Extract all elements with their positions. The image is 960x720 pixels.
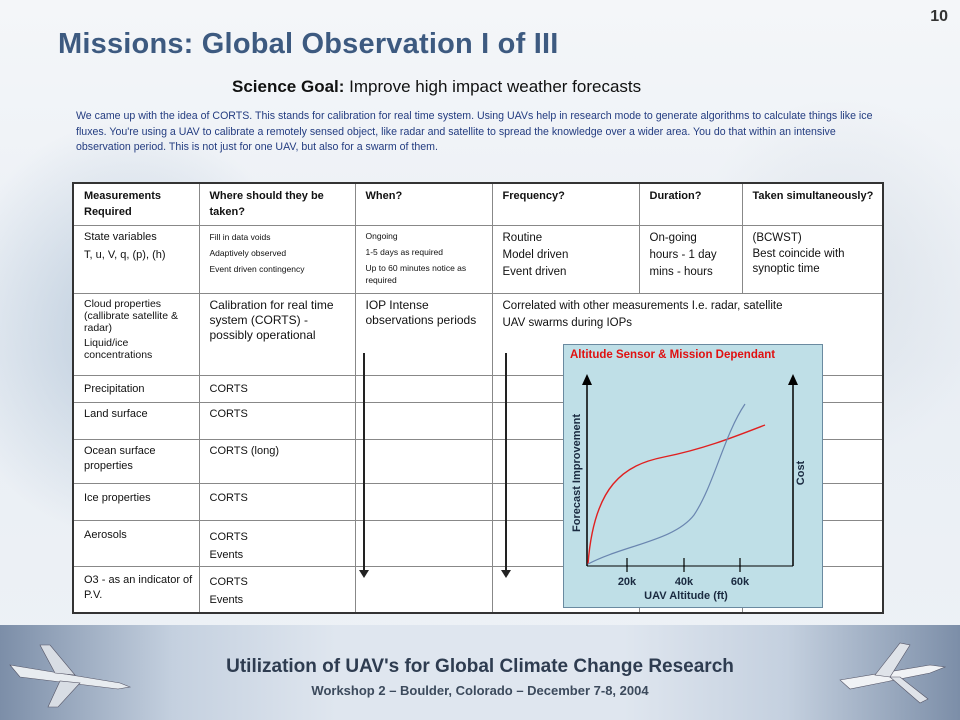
when-timeline-arrow xyxy=(359,353,369,578)
y-axis-label-right: Cost xyxy=(795,460,807,485)
cell-line: On-going xyxy=(649,231,697,244)
slide-title: Missions: Global Observation I of III xyxy=(58,28,559,60)
table-cell: Ongoing 1-5 days as required Up to 60 mi… xyxy=(354,224,493,294)
table-cell xyxy=(354,519,493,567)
table-cell xyxy=(354,401,493,440)
cell-line: CORTS xyxy=(209,575,248,588)
footer-subtitle: Workshop 2 – Boulder, Colorado – Decembe… xyxy=(311,683,649,698)
table-cell: CORTS (long) xyxy=(198,438,356,484)
cell-line: Events xyxy=(209,593,244,606)
table-cell: CORTS xyxy=(198,401,356,440)
science-goal: Science Goal: Improve high impact weathe… xyxy=(232,77,641,97)
cell-line: Calibration for real time system (CORTS)… xyxy=(209,297,334,327)
table-cell: Fill in data voids Adaptively observed E… xyxy=(198,224,356,294)
table-cell: Precipitation xyxy=(72,374,200,403)
table-cell: Calibration for real time system (CORTS)… xyxy=(198,292,356,376)
table-cell xyxy=(354,482,493,521)
uav-plane-right-image xyxy=(839,642,947,704)
table-cell: (BCWST) Best coincide with synoptic time xyxy=(741,224,884,294)
cell-line: possibly operational xyxy=(209,327,316,342)
intro-paragraph: We came up with the idea of CORTS. This … xyxy=(76,110,873,154)
cell-line: Event driven xyxy=(502,265,567,278)
table-cell: CORTS Events xyxy=(198,519,356,567)
table-header-cell: Frequency? xyxy=(491,182,640,226)
table-cell xyxy=(354,565,493,614)
table-cell: Land surface xyxy=(72,401,200,440)
table-header-cell: Duration? xyxy=(638,182,743,226)
cell-line: CORTS xyxy=(209,530,248,543)
footer-banner xyxy=(0,625,960,720)
table-cell: Cloud properties (callibrate satellite &… xyxy=(72,292,200,376)
table-header-row: Measurements Required Where should they … xyxy=(72,182,884,226)
cell-line: 1-5 days as required xyxy=(365,246,444,257)
uav-plane-left-image xyxy=(9,644,132,708)
cell-line: State variables xyxy=(84,230,157,243)
x-axis-label: UAV Altitude (ft) xyxy=(644,590,728,602)
table-cell: O3 - as an indicator of P.V. xyxy=(72,565,200,614)
cell-line: hours - 1 day xyxy=(649,248,717,261)
table-cell xyxy=(354,374,493,403)
x-tick-label: 60k xyxy=(731,576,750,588)
cell-line: Model driven xyxy=(502,248,569,261)
slide-number: 10 xyxy=(930,8,948,25)
table-cell: Ocean surface properties xyxy=(72,438,200,484)
table-header-cell: Measurements Required xyxy=(72,182,200,226)
table-cell: On-going hours - 1 day mins - hours xyxy=(638,224,743,294)
y-axis-label-left: Forecast Improvement xyxy=(571,414,583,532)
cell-line: UAV swarms during IOPs xyxy=(502,316,633,329)
table-row: State variables T, u, V, q, (p), (h) Fil… xyxy=(72,224,884,294)
table-cell: Ice properties xyxy=(72,482,200,521)
x-tick-label: 20k xyxy=(618,576,637,588)
right-axis-arrowhead xyxy=(788,374,798,385)
forecast-improvement-curve xyxy=(587,424,766,565)
table-header-cell: When? xyxy=(354,182,493,226)
cell-line: T, u, V, q, (p), (h) xyxy=(84,248,166,261)
table-cell: CORTS Events xyxy=(198,565,356,614)
altitude-chart: 20k 40k 60k UAV Altitude (ft) Forecast I… xyxy=(571,374,807,602)
table-cell: CORTS xyxy=(198,374,356,403)
cell-line: Event driven contingency xyxy=(209,263,305,274)
cell-line: Best coincide with synoptic time xyxy=(752,247,845,275)
cell-line: Liquid/ice concentrations xyxy=(84,336,153,361)
frequency-timeline-arrow xyxy=(501,353,511,578)
cell-line: (BCWST) xyxy=(752,231,802,244)
table-cell: State variables T, u, V, q, (p), (h) xyxy=(72,224,200,294)
table-cell: Aerosols xyxy=(72,519,200,567)
cost-curve xyxy=(587,403,746,565)
cell-line: Correlated with other measurements I.e. … xyxy=(502,299,783,312)
table-header-cell: Where should they be taken? xyxy=(198,182,356,226)
altitude-chart-panel: Altitude Sensor & Mission Dependant 20k … xyxy=(563,344,823,608)
table-cell: IOP Intense observations periods xyxy=(354,292,493,376)
cell-line: IOP Intense observations periods xyxy=(365,297,477,327)
cell-line: Up to 60 minutes notice as required xyxy=(365,262,467,285)
cell-line: Events xyxy=(209,548,244,561)
x-tick-label: 40k xyxy=(675,576,694,588)
science-goal-text: Improve high impact weather forecasts xyxy=(349,77,642,96)
table-cell xyxy=(354,438,493,484)
cell-line: Routine xyxy=(502,231,543,244)
table-cell: Routine Model driven Event driven xyxy=(491,224,640,294)
science-goal-label: Science Goal: xyxy=(232,77,345,96)
table-cell: CORTS xyxy=(198,482,356,521)
cell-line: Ongoing xyxy=(365,230,398,241)
table-header-cell: Taken simultaneously? xyxy=(741,182,884,226)
chart-title: Altitude Sensor & Mission Dependant xyxy=(570,349,776,361)
footer-title: Utilization of UAV's for Global Climate … xyxy=(226,656,734,677)
cell-line: Cloud properties (callibrate satellite &… xyxy=(84,297,178,334)
cell-line: Adaptively observed xyxy=(209,247,287,258)
cell-line: mins - hours xyxy=(649,265,713,278)
cell-line: Fill in data voids xyxy=(209,231,271,242)
left-axis-arrowhead xyxy=(582,374,592,385)
